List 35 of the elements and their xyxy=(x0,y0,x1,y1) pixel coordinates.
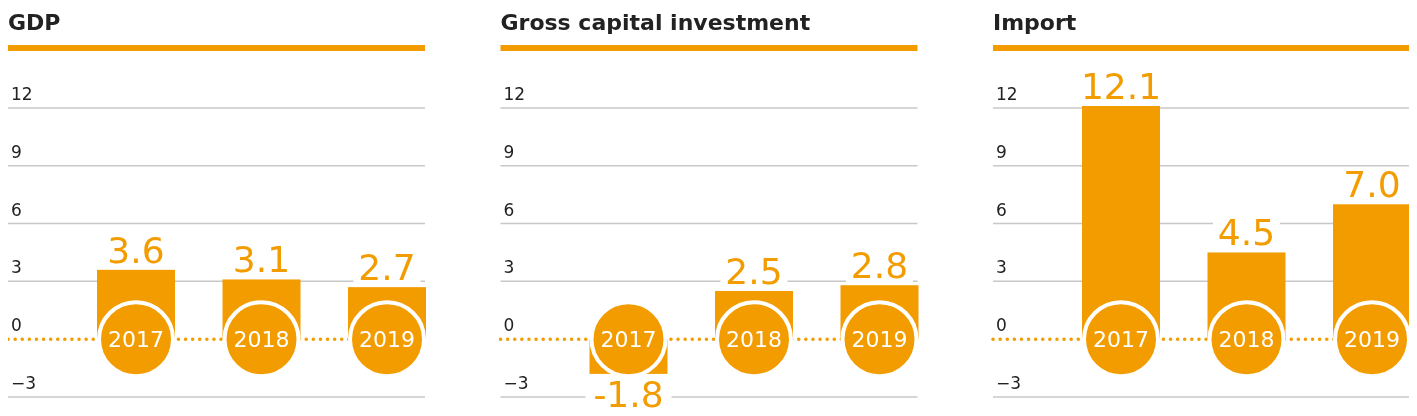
y-tick-label: 9 xyxy=(503,141,515,162)
chart-title: Gross capital investment xyxy=(500,10,811,35)
data-label: 2.8 xyxy=(850,245,909,287)
y-tick-label: 0 xyxy=(996,315,1007,336)
y-tick-label: 3 xyxy=(11,257,22,278)
y-tick-label: 6 xyxy=(503,199,515,220)
data-label: 12.1 xyxy=(1080,66,1162,107)
data-label: 7.0 xyxy=(1343,164,1401,206)
y-tick-label: 6 xyxy=(996,199,1007,220)
data-label: 2.5 xyxy=(725,251,783,293)
x-tick-label: 2018 xyxy=(233,327,290,353)
data-label: -1.8 xyxy=(593,374,664,416)
y-tick-label: 3 xyxy=(503,257,515,278)
chart-title: GDP xyxy=(8,10,61,35)
y-tick-label: 12 xyxy=(996,83,1018,104)
y-tick-label: −3 xyxy=(996,373,1022,393)
x-tick-label: 2019 xyxy=(1344,327,1400,353)
x-tick-label: 2017 xyxy=(108,327,164,353)
y-tick-label: 3 xyxy=(996,257,1007,278)
y-tick-label: 9 xyxy=(11,141,22,162)
y-tick-label: 12 xyxy=(11,83,33,104)
y-tick-label: −3 xyxy=(503,373,529,393)
data-label: 4.5 xyxy=(1217,212,1276,254)
y-tick-label: 6 xyxy=(11,199,22,220)
y-tick-label: −3 xyxy=(11,373,37,393)
x-tick-label: 2018 xyxy=(1218,327,1275,353)
y-tick-label: 9 xyxy=(996,141,1007,162)
y-tick-label: 0 xyxy=(503,315,515,336)
data-label: 3.1 xyxy=(232,239,291,281)
y-tick-label: 0 xyxy=(11,315,22,336)
data-label: 2.7 xyxy=(358,247,416,289)
y-tick-label: 12 xyxy=(503,83,526,104)
data-label: 3.6 xyxy=(107,229,165,271)
chart-title: Import xyxy=(993,10,1077,35)
x-tick-label: 2017 xyxy=(1093,327,1149,353)
